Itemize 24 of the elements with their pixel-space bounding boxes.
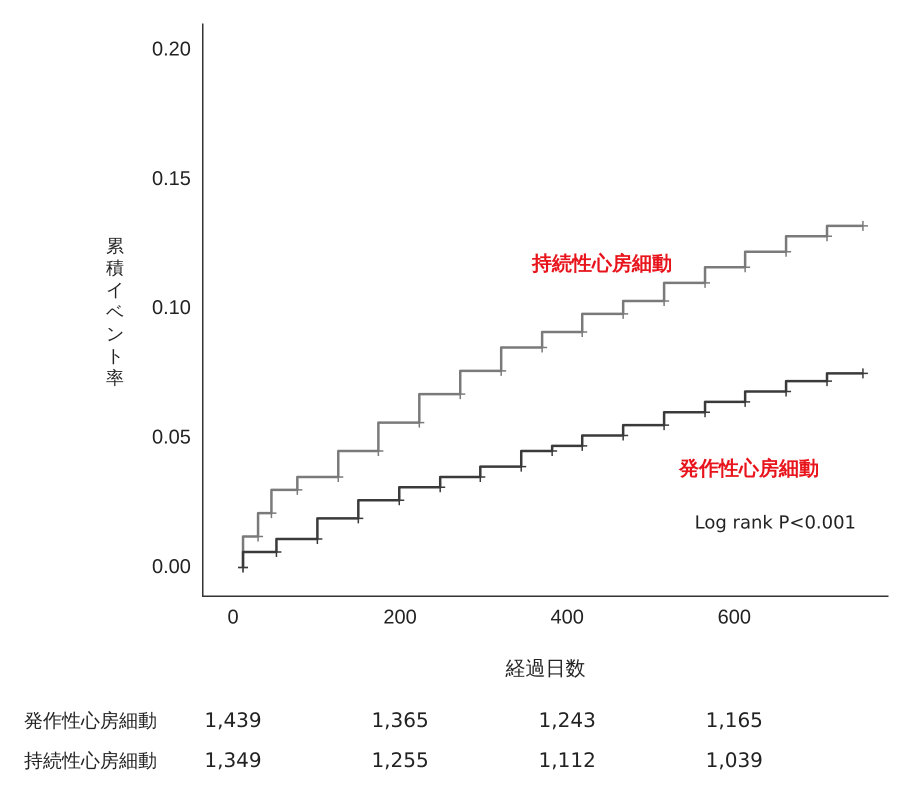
text: 1,165 xyxy=(706,708,763,732)
text: 発作性心房細動 xyxy=(24,710,157,732)
text: 1,255 xyxy=(371,748,429,772)
y-tick-label: 0.20 xyxy=(152,38,191,60)
series-label: 持続性心房細動 xyxy=(531,251,672,275)
text: 1,349 xyxy=(204,748,262,772)
x-tick-label: 400 xyxy=(550,606,584,629)
annotation: Log rank P<0.001 xyxy=(694,512,856,534)
text: 1,243 xyxy=(538,708,596,732)
x-tick-label: 0 xyxy=(227,606,239,629)
y-tick-label: 0.15 xyxy=(152,168,191,190)
text: 1,112 xyxy=(538,748,596,772)
x-axis-title: 経過日数 xyxy=(505,655,586,682)
y-tick-label: 0.00 xyxy=(152,556,191,578)
text: 1,439 xyxy=(204,708,262,732)
y-tick-label: 0.05 xyxy=(152,426,191,449)
series-label: 発作性心房細動 xyxy=(678,456,820,480)
text: 1,365 xyxy=(371,708,429,732)
text: 1,039 xyxy=(706,748,763,772)
x-tick-label: 600 xyxy=(718,606,751,629)
text: 持続性心房細動 xyxy=(24,750,157,772)
x-tick-label: 200 xyxy=(383,606,417,629)
y-axis-title: 累積イベント率 xyxy=(105,236,125,390)
y-tick-label: 0.10 xyxy=(152,297,191,320)
